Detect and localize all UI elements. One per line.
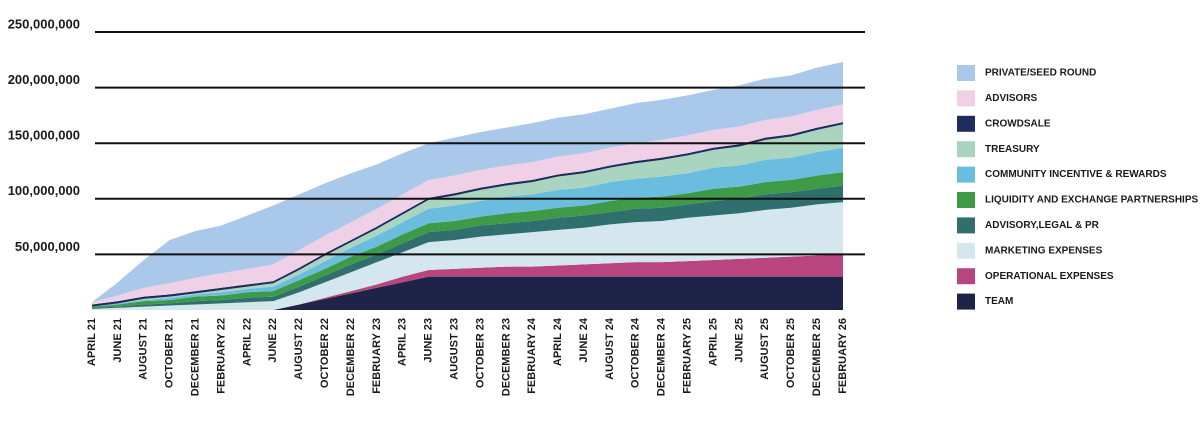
x-tick-label: FEBRUARY 25 bbox=[682, 318, 694, 394]
y-tick-label: 50,000,000 bbox=[15, 239, 80, 254]
legend-label: ADVISORS bbox=[985, 93, 1038, 104]
legend-swatch bbox=[957, 217, 975, 234]
legend-label: CROWDSALE bbox=[985, 118, 1051, 129]
x-tick-label: APRIL 23 bbox=[397, 318, 409, 366]
x-tick-label: JUNE 24 bbox=[578, 317, 590, 363]
legend-swatch bbox=[957, 242, 975, 259]
legend-swatch bbox=[957, 141, 975, 158]
x-tick-label: AUGUST 23 bbox=[448, 318, 460, 380]
x-tick-label: FEBRUARY 24 bbox=[526, 317, 538, 394]
legend-swatch bbox=[957, 268, 975, 285]
x-tick-label: AUGUST 24 bbox=[604, 317, 616, 380]
y-tick-label: 100,000,000 bbox=[8, 183, 80, 198]
x-tick-label: DECEMBER 21 bbox=[189, 318, 201, 396]
area bbox=[92, 254, 843, 310]
x-tick-label: AUGUST 21 bbox=[138, 318, 150, 380]
x-tick-label: JUNE 22 bbox=[267, 318, 279, 363]
legend-swatch bbox=[957, 90, 975, 107]
area bbox=[92, 124, 843, 307]
x-tick-label: DECEMBER 24 bbox=[656, 317, 668, 396]
x-tick-label: FEBRUARY 22 bbox=[215, 318, 227, 394]
area bbox=[92, 104, 843, 305]
area bbox=[92, 172, 843, 308]
legend-swatch bbox=[957, 115, 975, 132]
y-tick-label: 250,000,000 bbox=[8, 16, 80, 31]
legend-label: MARKETING EXPENSES bbox=[985, 245, 1103, 256]
x-tick-label: AUGUST 22 bbox=[293, 318, 305, 380]
x-tick-label: OCTOBER 25 bbox=[785, 318, 797, 388]
x-tick-label: APRIL 22 bbox=[241, 318, 253, 366]
x-tick-label: OCTOBER 21 bbox=[164, 318, 176, 388]
x-tick-label: OCTOBER 22 bbox=[319, 318, 331, 388]
area bbox=[92, 202, 843, 310]
x-tick-label: JUNE 25 bbox=[733, 318, 745, 363]
x-tick-label: APRIL 25 bbox=[707, 318, 719, 366]
x-tick-label: AUGUST 25 bbox=[759, 318, 771, 380]
legend-label: COMMUNITY INCENTIVE & REWARDS bbox=[985, 169, 1167, 180]
area bbox=[92, 147, 843, 307]
legend-label: TREASURY bbox=[985, 144, 1040, 155]
x-tick-label: DECEMBER 23 bbox=[500, 318, 512, 396]
x-tick-label: DECEMBER 25 bbox=[811, 318, 823, 396]
x-tick-label: OCTOBER 24 bbox=[630, 317, 642, 388]
x-tick-label: DECEMBER 22 bbox=[345, 318, 357, 396]
x-tick-label: FEBRUARY 26 bbox=[837, 318, 849, 394]
x-tick-label: FEBRUARY 23 bbox=[371, 318, 383, 394]
legend-label: OPERATIONAL EXPENSES bbox=[985, 271, 1114, 282]
legend-swatch bbox=[957, 166, 975, 183]
area bbox=[92, 62, 843, 303]
area bbox=[92, 276, 843, 310]
x-tick-label: APRIL 24 bbox=[552, 317, 564, 366]
legend-label: TEAM bbox=[985, 296, 1013, 307]
x-tick-label: JUNE 21 bbox=[112, 318, 124, 363]
legend-swatch bbox=[957, 293, 975, 310]
x-tick-label: OCTOBER 23 bbox=[474, 318, 486, 388]
x-tick-label: JUNE 23 bbox=[423, 318, 435, 363]
x-tick-label: APRIL 21 bbox=[86, 318, 98, 366]
legend-swatch bbox=[957, 65, 975, 81]
y-tick-label: 150,000,000 bbox=[8, 128, 80, 143]
legend-label: LIQUIDITY AND EXCHANGE PARTNERSHIPS bbox=[985, 195, 1198, 206]
legend-swatch bbox=[957, 192, 975, 208]
legend-label: PRIVATE/SEED ROUND bbox=[985, 68, 1096, 79]
legend-label: ADVISORY,LEGAL & PR bbox=[985, 220, 1100, 231]
y-tick-label: 200,000,000 bbox=[8, 72, 80, 87]
area bbox=[92, 185, 843, 309]
